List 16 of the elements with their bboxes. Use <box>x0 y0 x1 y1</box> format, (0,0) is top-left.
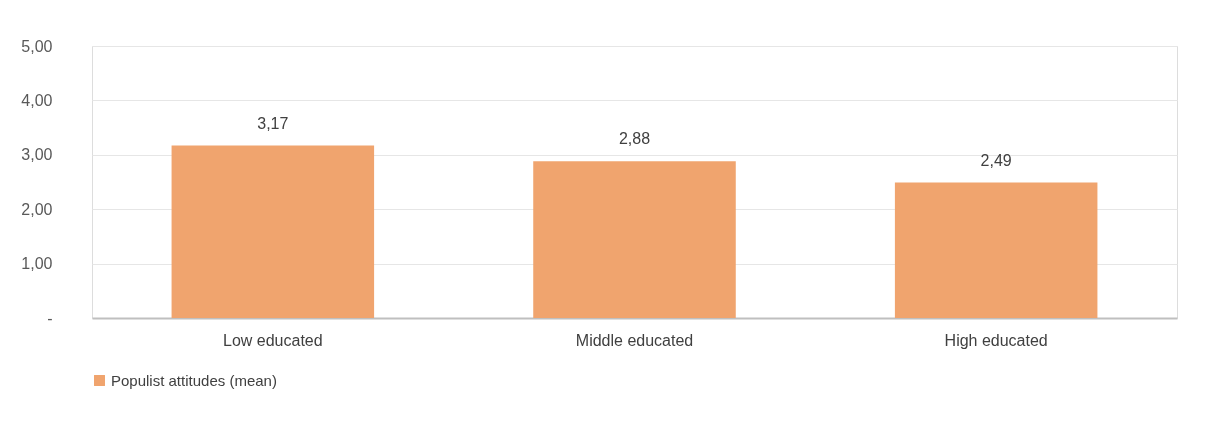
bar <box>894 182 1098 318</box>
y-tick-label: 5,00 <box>21 37 53 55</box>
data-label: 2,88 <box>618 130 651 148</box>
y-tick-label: 3,00 <box>21 146 53 164</box>
y-tick-label: 2,00 <box>21 200 53 218</box>
legend-label: Populist attitudes (mean) <box>111 371 277 389</box>
x-tick-label: Middle educated <box>575 331 694 349</box>
data-label: 2,49 <box>980 151 1012 169</box>
bar <box>171 145 375 318</box>
y-tick-label: 1,00 <box>21 255 53 273</box>
y-tick-label: 4,00 <box>21 91 53 109</box>
data-label: 3,17 <box>257 114 289 132</box>
bar <box>533 161 736 318</box>
x-tick-label: High educated <box>944 331 1048 349</box>
x-tick-label: Low educated <box>223 331 323 349</box>
y-tick-label: - <box>47 309 53 327</box>
